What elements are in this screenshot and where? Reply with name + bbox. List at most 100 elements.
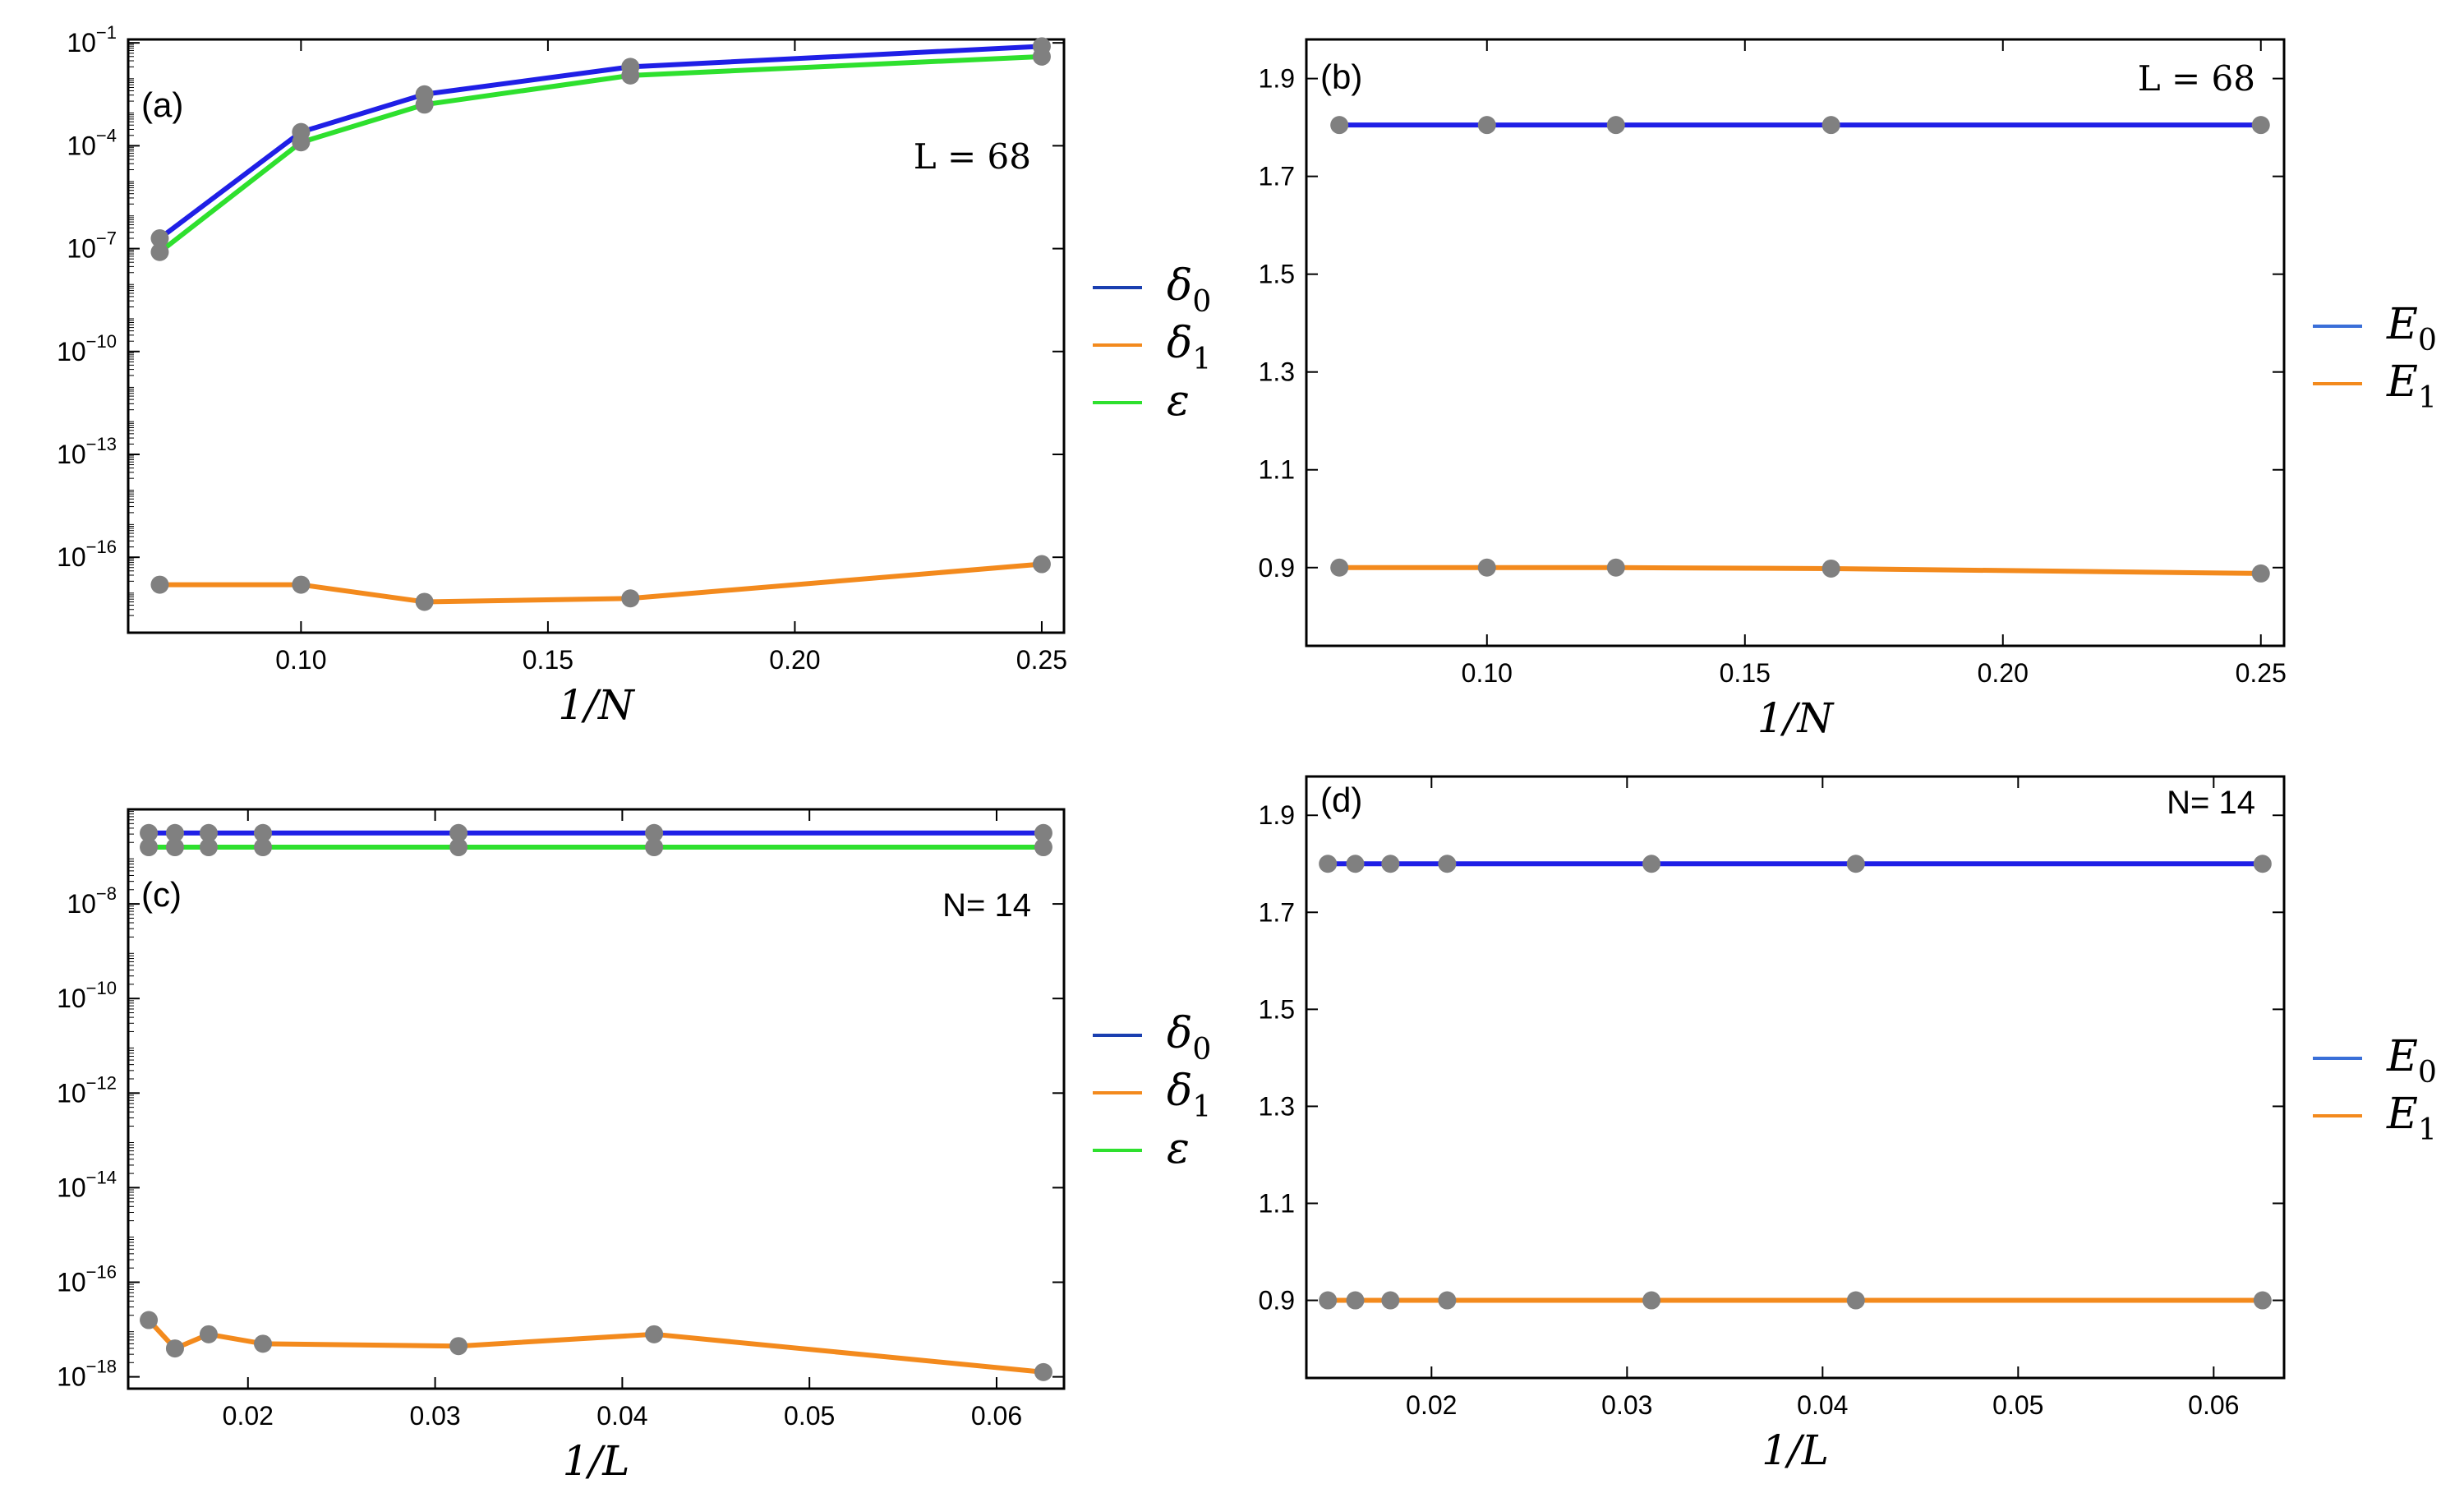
data-point-E0 xyxy=(1346,855,1365,873)
y-tick-label: 1.1 xyxy=(1259,455,1295,485)
panel-b: 0.10 0.15 0.20 0.25 0.9 1.1 1.3 1.5 1.7 1.9 1/N (b)… xyxy=(1259,38,2437,742)
panel-label: (d) xyxy=(1320,781,1362,819)
data-point-delta0 xyxy=(199,823,218,842)
data-point-epsilon xyxy=(645,838,664,857)
series-line-epsilon xyxy=(158,53,1043,255)
data-point-E1 xyxy=(1381,1291,1400,1310)
data-point-E0 xyxy=(1381,855,1400,873)
y-tick-label: 0.9 xyxy=(1259,1286,1295,1316)
x-tick-label: 0.15 xyxy=(1720,658,1771,688)
data-point-delta1 xyxy=(1034,1362,1052,1381)
data-point-delta1 xyxy=(165,1339,184,1358)
legend-label-epsilon: ε xyxy=(1167,376,1190,426)
data-point-delta0 xyxy=(645,823,664,842)
data-point-E1 xyxy=(1822,559,1840,578)
data-point-E0 xyxy=(1438,855,1457,873)
data-point-E1 xyxy=(1319,1291,1338,1310)
data-point-delta1 xyxy=(645,1325,664,1343)
y-tick-label: 10−1 xyxy=(67,22,117,58)
x-axis-label: 1/N xyxy=(1757,694,1835,742)
panel-label: (b) xyxy=(1320,58,1362,96)
y-tick-label: 1.1 xyxy=(1259,1188,1295,1218)
y-tick-label: 1.9 xyxy=(1259,64,1295,94)
data-point-E1 xyxy=(1846,1291,1865,1310)
data-point-E1 xyxy=(1477,558,1496,577)
data-point-delta0 xyxy=(254,823,273,842)
data-point-delta1 xyxy=(621,589,640,608)
data-point-E1 xyxy=(1606,558,1625,577)
y-tick-label: 10−10 xyxy=(57,978,117,1013)
legend-label-E0: E0 xyxy=(2386,300,2437,357)
series-line-E1 xyxy=(1339,564,2261,576)
y-tick-label: 10−4 xyxy=(67,125,117,160)
plot-frame xyxy=(127,38,1066,634)
data-point-E1 xyxy=(1346,1291,1365,1310)
y-tick-label: 10−10 xyxy=(57,331,117,366)
legend-label-delta1: δ1 xyxy=(1167,319,1211,376)
y-tick-label: 1.3 xyxy=(1259,1091,1295,1121)
data-point-delta1 xyxy=(199,1325,218,1343)
panel-annotation: N= 14 xyxy=(942,887,1031,924)
x-tick-label: 0.15 xyxy=(523,645,573,675)
y-tick-label: 0.9 xyxy=(1259,553,1295,583)
data-point-delta0 xyxy=(150,229,169,248)
data-point-delta1 xyxy=(292,575,311,594)
legend-label-E1: E1 xyxy=(2386,357,2437,415)
y-tick-label: 10−7 xyxy=(67,228,117,264)
series-line-delta1 xyxy=(146,1318,1044,1375)
y-tick-label: 1.9 xyxy=(1259,800,1295,830)
data-point-delta1 xyxy=(1032,555,1051,574)
y-tick-label: 10−13 xyxy=(57,434,117,469)
panel-annotation: L = 68 xyxy=(2138,58,2255,99)
panel-annotation: L = 68 xyxy=(914,136,1031,177)
x-tick-label: 0.02 xyxy=(223,1401,274,1431)
legend-label-delta0: δ0 xyxy=(1167,261,1211,319)
data-point-E0 xyxy=(1606,116,1625,135)
data-point-epsilon xyxy=(199,838,218,857)
y-tick-label: 10−16 xyxy=(57,1262,117,1297)
y-tick-label: 1.3 xyxy=(1259,357,1295,387)
data-point-delta1 xyxy=(449,1337,468,1356)
data-point-E1 xyxy=(1642,1291,1661,1310)
x-tick-label: 0.20 xyxy=(769,645,820,675)
x-tick-label: 0.06 xyxy=(971,1401,1022,1431)
data-point-epsilon xyxy=(292,133,311,152)
y-tick-label: 1.5 xyxy=(1259,260,1295,289)
data-point-delta0 xyxy=(165,823,184,842)
x-axis-label: 1/N xyxy=(558,681,636,729)
data-point-delta1 xyxy=(254,1334,273,1353)
plot-frame xyxy=(1305,38,2286,647)
x-tick-label: 0.05 xyxy=(784,1401,835,1431)
data-point-E0 xyxy=(1319,855,1338,873)
data-point-delta1 xyxy=(415,592,434,611)
y-tick-label: 10−14 xyxy=(57,1167,117,1202)
data-point-delta1 xyxy=(140,1311,159,1329)
data-point-delta0 xyxy=(449,823,468,842)
series-line-delta1 xyxy=(159,561,1043,605)
y-tick-label: 10−12 xyxy=(57,1072,117,1108)
data-point-epsilon xyxy=(140,838,159,857)
plot-frame xyxy=(1305,775,2286,1380)
x-tick-label: 0.03 xyxy=(1601,1390,1652,1420)
y-tick-label: 1.7 xyxy=(1259,162,1295,191)
panel-annotation: N= 14 xyxy=(2167,785,2255,821)
panel-label: (a) xyxy=(141,85,183,124)
panel-a: 0.10 0.15 0.20 0.25 10−1 10−4 10−7 10−10 10−13 10… xyxy=(57,22,1211,729)
x-tick-label: 0.05 xyxy=(1992,1390,2043,1420)
data-point-E0 xyxy=(1642,855,1661,873)
data-point-E1 xyxy=(1330,558,1349,577)
x-tick-label: 0.20 xyxy=(1978,658,2029,688)
data-point-E0 xyxy=(1846,855,1865,873)
data-point-epsilon xyxy=(621,66,640,85)
data-point-delta0 xyxy=(140,823,159,842)
data-point-epsilon xyxy=(449,838,468,857)
data-point-E1 xyxy=(2253,1291,2272,1310)
data-point-delta1 xyxy=(150,575,169,594)
x-tick-label: 0.10 xyxy=(275,645,326,675)
panel-c: 0.02 0.03 0.04 0.05 0.06 10−8 10−10 10−12 10−14 1… xyxy=(57,808,1211,1485)
legend-label-delta1: δ1 xyxy=(1167,1067,1211,1124)
